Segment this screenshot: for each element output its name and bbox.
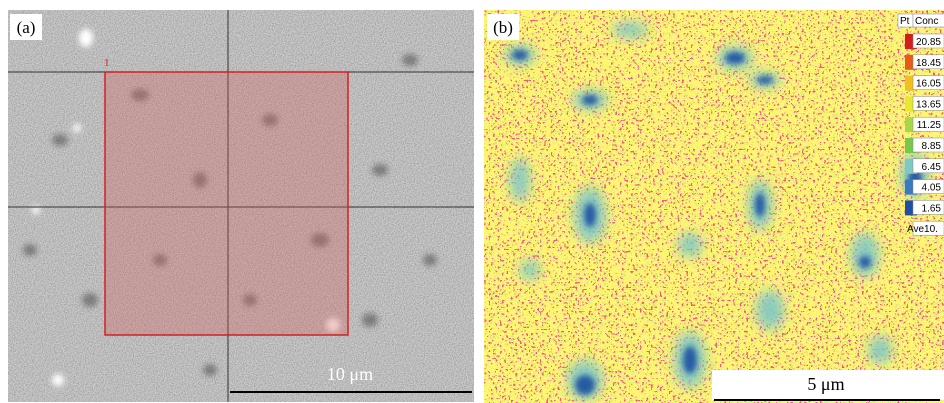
panel-label: (a) <box>17 18 36 37</box>
legend-value: 8.85 <box>922 141 942 152</box>
legend-value: Ave10. <box>907 224 938 235</box>
legend-value: 11.25 <box>917 120 942 131</box>
panel-b: (b) Pt Conc 20.85 18.45 16.05 13.65 11.25 8.85 6… <box>484 10 944 403</box>
legend-value: 4.05 <box>922 183 942 194</box>
legend-value: 6.45 <box>922 162 942 173</box>
selection-region <box>105 72 348 335</box>
legend-value: 1.65 <box>922 203 942 214</box>
legend-header: Pt <box>900 16 910 27</box>
figure: 1 (a) 10 μm (b) Pt Conc 20.85 18.45 16.05 13.… <box>0 0 944 403</box>
panel-label: (b) <box>493 18 513 37</box>
scale-bar-label: 10 μm <box>327 364 373 384</box>
legend-header: Conc <box>915 16 938 27</box>
legend-value: 20.85 <box>916 37 941 48</box>
panel-a: 1 (a) 10 μm <box>8 10 474 402</box>
region-label: 1 <box>104 57 110 69</box>
scale-bar-label: 5 μm <box>807 374 844 394</box>
legend-value: 16.05 <box>916 79 941 90</box>
legend-value: 13.65 <box>916 99 941 110</box>
legend-value: 18.45 <box>916 58 941 69</box>
